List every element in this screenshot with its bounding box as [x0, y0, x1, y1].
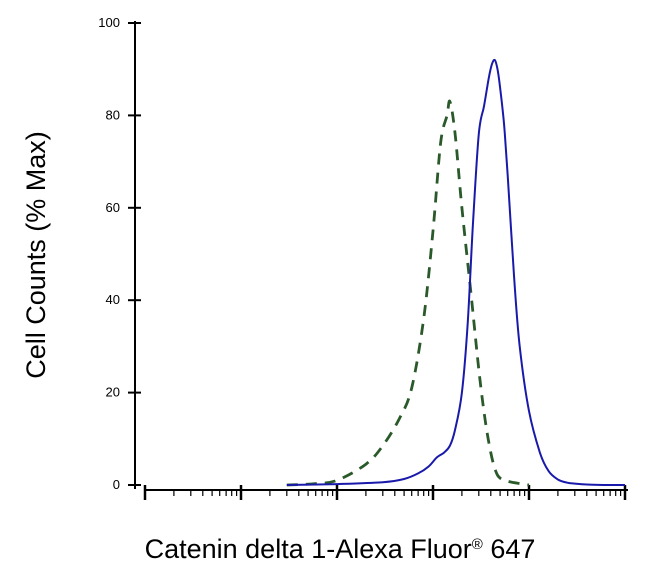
- y-axis-title: Cell Counts (% Max): [21, 131, 51, 379]
- y-tick-label-100: 100: [98, 15, 120, 30]
- x-axis-title-suffix: 647: [483, 534, 536, 564]
- y-tick-label-80: 80: [106, 107, 120, 122]
- x-axis-title: Catenin delta 1-Alexa Fluor® 647: [145, 534, 536, 564]
- sample-series-solid-line: [286, 58, 626, 487]
- x-axis-title-main: Catenin delta 1-Alexa Fluor: [145, 534, 472, 564]
- y-tick-label-20: 20: [106, 385, 120, 400]
- y-tick-label-0: 0: [113, 477, 120, 492]
- control-series-dashed-line: [286, 99, 530, 487]
- y-tick-label-60: 60: [106, 200, 120, 215]
- x-axis-title-registered-mark: ®: [472, 536, 483, 553]
- x-axis: [143, 485, 628, 500]
- series-layer: [286, 58, 626, 487]
- y-tick-label-40: 40: [106, 292, 120, 307]
- y-axis: 0 20 40 60 80 100: [98, 15, 141, 492]
